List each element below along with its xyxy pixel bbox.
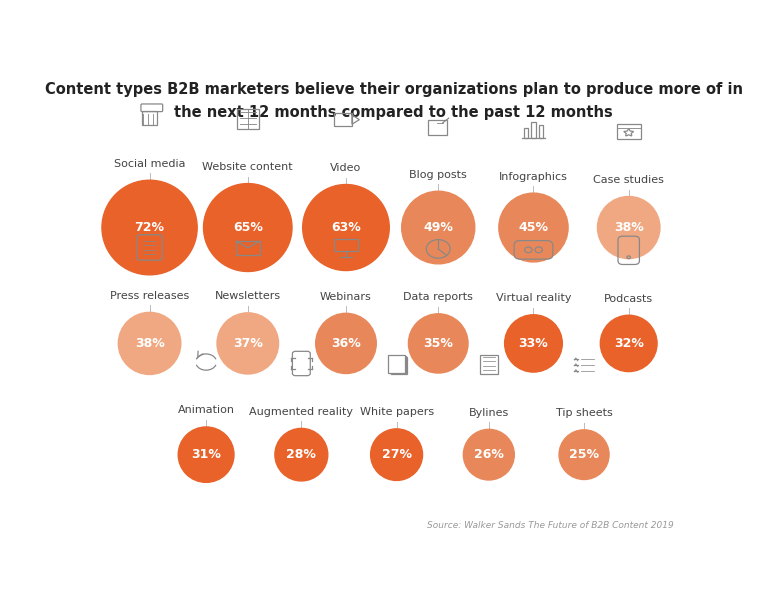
Text: 28%: 28% [286, 448, 316, 461]
Ellipse shape [601, 315, 657, 371]
Text: Case studies: Case studies [593, 175, 664, 185]
Ellipse shape [303, 185, 389, 270]
Text: Webinars: Webinars [320, 292, 372, 302]
Text: Website content: Website content [203, 162, 293, 172]
Bar [538, 125, 543, 138]
Text: 38%: 38% [134, 337, 164, 350]
Text: Video: Video [330, 163, 362, 173]
Ellipse shape [463, 429, 515, 480]
Text: Animation: Animation [177, 405, 234, 415]
Text: Social media: Social media [114, 159, 185, 169]
Bar [334, 113, 352, 126]
Bar [524, 128, 528, 138]
FancyBboxPatch shape [391, 357, 407, 374]
Ellipse shape [204, 184, 292, 272]
Text: 72%: 72% [134, 221, 164, 234]
Text: 36%: 36% [331, 337, 361, 350]
Ellipse shape [316, 313, 376, 373]
Ellipse shape [598, 196, 660, 259]
Text: Infographics: Infographics [499, 172, 568, 182]
Text: Tip sheets: Tip sheets [556, 408, 612, 418]
Ellipse shape [178, 427, 234, 482]
FancyBboxPatch shape [389, 355, 405, 373]
FancyBboxPatch shape [389, 356, 406, 373]
Text: Press releases: Press releases [110, 291, 189, 301]
Text: Content types B2B marketers believe their organizations plan to produce more of : Content types B2B marketers believe thei… [45, 82, 743, 120]
Ellipse shape [409, 314, 468, 373]
Text: Data reports: Data reports [403, 292, 473, 302]
Ellipse shape [499, 193, 568, 262]
Ellipse shape [102, 180, 197, 275]
Text: White papers: White papers [359, 408, 434, 417]
Text: 32%: 32% [614, 337, 644, 350]
Bar [237, 109, 259, 128]
Text: Virtual reality: Virtual reality [495, 293, 571, 303]
Text: 37%: 37% [233, 337, 263, 350]
Ellipse shape [217, 313, 279, 374]
Text: 63%: 63% [331, 221, 361, 234]
Ellipse shape [559, 430, 609, 480]
Ellipse shape [371, 429, 422, 480]
Ellipse shape [275, 429, 328, 481]
Text: Podcasts: Podcasts [604, 294, 654, 303]
Text: Source: Walker Sands The Future of B2B Content 2019: Source: Walker Sands The Future of B2B C… [426, 521, 674, 530]
Text: Blog posts: Blog posts [409, 170, 467, 179]
Text: 27%: 27% [382, 448, 412, 461]
Bar [531, 122, 536, 138]
Text: Bylines: Bylines [468, 408, 509, 418]
Ellipse shape [402, 191, 475, 264]
Text: 25%: 25% [569, 448, 599, 461]
Text: Augmented reality: Augmented reality [250, 407, 353, 417]
Bar [334, 239, 358, 251]
Text: 49%: 49% [423, 221, 453, 234]
Text: 33%: 33% [518, 337, 548, 350]
Text: 35%: 35% [423, 337, 453, 350]
Text: 65%: 65% [233, 221, 263, 234]
Text: 31%: 31% [191, 448, 221, 461]
Ellipse shape [505, 315, 562, 372]
Text: Newsletters: Newsletters [215, 291, 281, 301]
Text: 45%: 45% [518, 221, 548, 234]
Text: 26%: 26% [474, 448, 504, 461]
Ellipse shape [118, 312, 180, 374]
Text: 38%: 38% [614, 221, 644, 234]
